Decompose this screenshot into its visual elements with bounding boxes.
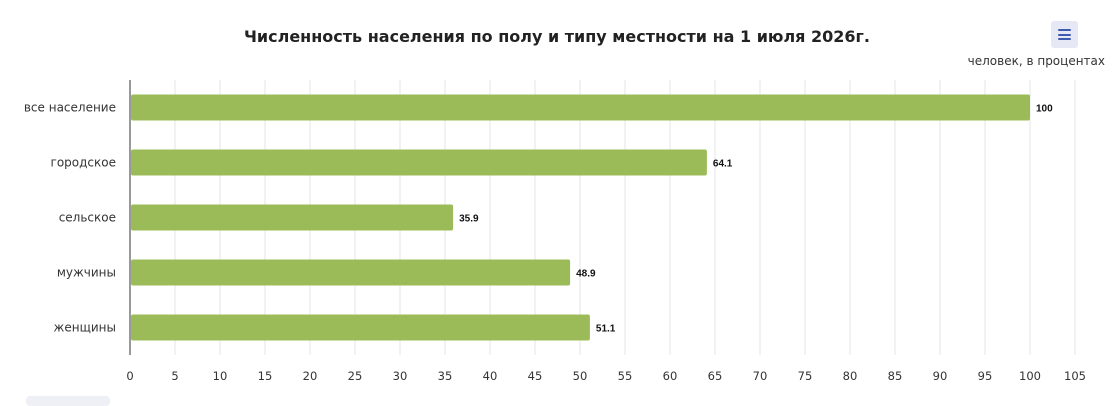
data-label: 48.9 xyxy=(576,269,596,280)
x-tick-label: 35 xyxy=(438,369,453,383)
x-tick-label: 75 xyxy=(798,369,813,383)
x-tick-label: 105 xyxy=(1064,369,1086,383)
x-tick-label: 25 xyxy=(348,369,363,383)
chart-menu-button[interactable] xyxy=(1051,21,1078,48)
chart-title: Численность населения по полу и типу мес… xyxy=(243,27,870,46)
data-label: 51.1 xyxy=(596,324,616,335)
x-tick-label: 20 xyxy=(303,369,318,383)
x-tick-label: 0 xyxy=(126,369,133,383)
bottom-tab[interactable] xyxy=(26,396,110,406)
x-tick-label: 65 xyxy=(708,369,723,383)
bar[interactable] xyxy=(131,94,1030,121)
x-tick-label: 5 xyxy=(171,369,178,383)
category-label: женщины xyxy=(54,321,116,335)
x-tick-label: 40 xyxy=(483,369,498,383)
chart-subtitle: человек, в процентах xyxy=(967,54,1105,68)
category-label: городское xyxy=(51,156,116,170)
bar[interactable] xyxy=(131,204,454,231)
x-tick-label: 45 xyxy=(528,369,543,383)
bar[interactable] xyxy=(131,149,707,176)
data-label: 64.1 xyxy=(713,159,733,170)
x-tick-label: 30 xyxy=(393,369,408,383)
category-label: сельское xyxy=(59,211,116,225)
data-label: 100 xyxy=(1036,104,1053,115)
x-tick-label: 100 xyxy=(1019,369,1041,383)
x-tick-label: 90 xyxy=(933,369,948,383)
x-tick-label: 95 xyxy=(978,369,993,383)
x-tick-label: 50 xyxy=(573,369,588,383)
x-tick-label: 80 xyxy=(843,369,858,383)
x-tick-label: 55 xyxy=(618,369,633,383)
bar[interactable] xyxy=(131,259,571,286)
category-label: все население xyxy=(24,101,116,115)
x-tick-label: 60 xyxy=(663,369,678,383)
category-label: мужчины xyxy=(57,266,116,280)
x-tick-label: 85 xyxy=(888,369,903,383)
x-tick-label: 15 xyxy=(258,369,273,383)
x-tick-label: 10 xyxy=(213,369,228,383)
data-label: 35.9 xyxy=(459,214,479,225)
bar[interactable] xyxy=(131,314,590,341)
x-tick-label: 70 xyxy=(753,369,768,383)
